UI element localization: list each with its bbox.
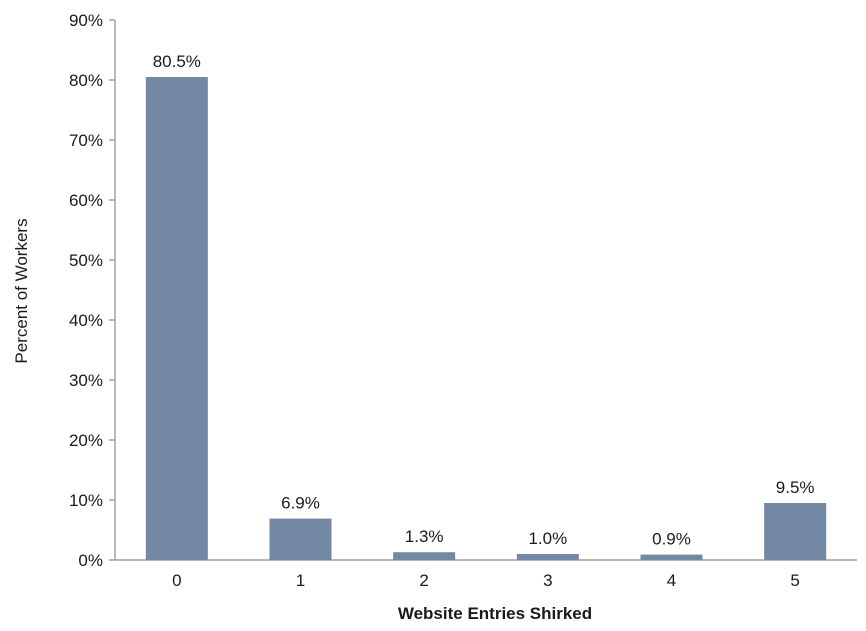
x-tick-label: 4 xyxy=(667,571,676,590)
x-tick-label: 1 xyxy=(296,571,305,590)
data-label-4: 0.9% xyxy=(652,530,691,549)
bar-5 xyxy=(764,503,827,560)
bars xyxy=(145,77,827,560)
y-tick-label: 40% xyxy=(69,311,103,330)
y-tick-label: 80% xyxy=(69,71,103,90)
y-tick-label: 70% xyxy=(69,131,103,150)
data-label-2: 1.3% xyxy=(405,527,444,546)
y-tick-label: 10% xyxy=(69,491,103,510)
x-tick-label: 3 xyxy=(543,571,552,590)
data-label-0: 80.5% xyxy=(153,52,201,71)
y-tick-label: 90% xyxy=(69,11,103,30)
bar-0 xyxy=(145,77,208,560)
bar-1 xyxy=(269,518,332,560)
y-axis: 0% 10% 20% 30% 40% 50% 60% 70% 80% 90% xyxy=(69,11,116,570)
y-tick-label: 20% xyxy=(69,431,103,450)
x-axis: 0 1 2 3 4 5 xyxy=(115,559,857,590)
y-tick-label: 0% xyxy=(78,551,103,570)
bar-4 xyxy=(640,554,703,560)
y-axis-title: Percent of Workers xyxy=(12,218,31,363)
x-tick-label: 5 xyxy=(790,571,799,590)
data-labels: 80.5% 6.9% 1.3% 1.0% 0.9% 9.5% xyxy=(153,52,815,549)
bar-3 xyxy=(516,554,579,560)
x-tick-label: 2 xyxy=(419,571,428,590)
y-tick-label: 30% xyxy=(69,371,103,390)
bar-2 xyxy=(393,552,456,560)
data-label-3: 1.0% xyxy=(528,529,567,548)
x-tick-label: 0 xyxy=(172,571,181,590)
data-label-1: 6.9% xyxy=(281,494,320,513)
y-tick-label: 50% xyxy=(69,251,103,270)
x-axis-title: Website Entries Shirked xyxy=(398,604,592,623)
y-tick-label: 60% xyxy=(69,191,103,210)
data-label-5: 9.5% xyxy=(776,478,815,497)
